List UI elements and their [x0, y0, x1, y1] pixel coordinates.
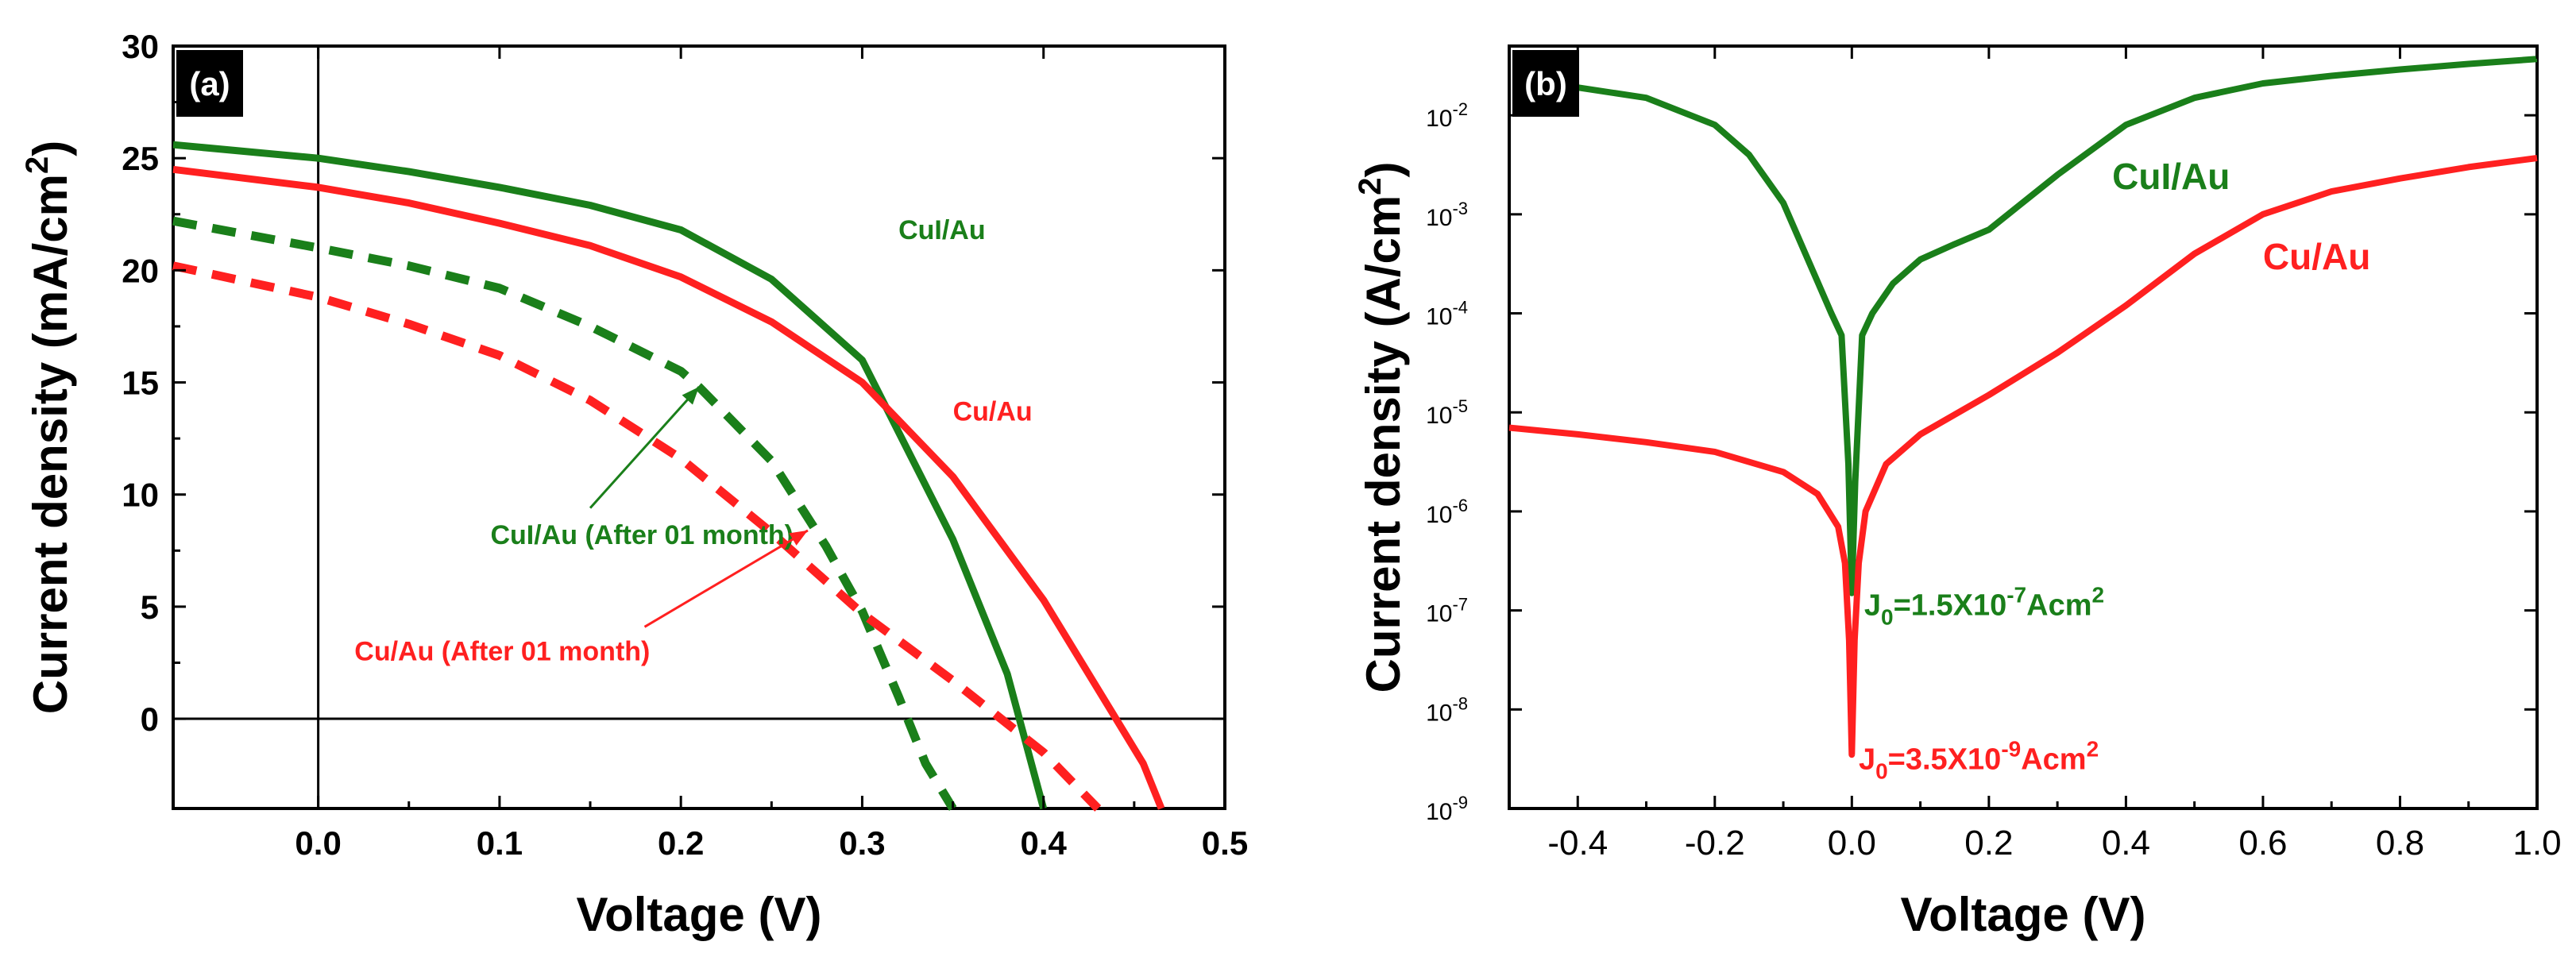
x-tick-label-a: 0.5	[1202, 824, 1248, 862]
series-line-cu-au-after-01-month	[172, 261, 1102, 812]
annotation-cui-au-after-01-month: CuI/Au (After 01 month)	[490, 520, 794, 550]
x-tick-label-a: 0.3	[839, 824, 885, 862]
x-axis-title-b: Voltage (V)	[1901, 888, 2146, 941]
y-axis-title-a: Current density (mA/cm2)	[20, 141, 77, 714]
chart-panel-a: CuI/Au Cu/Au CuI/Au (After 01 month) Cu/Au …	[20, 28, 1248, 941]
x-tick-label-b: 0.4	[2102, 824, 2150, 862]
y-tick-label-a: 0	[141, 700, 159, 738]
y-axis-title-b-tail: )	[1357, 161, 1410, 177]
annotation-arrowhead-cui-au-after-01-month	[682, 387, 699, 405]
y-axis-title-a-sup: 2	[20, 156, 55, 174]
annotation-cu-au-after-01-month: Cu/Au (After 01 month)	[354, 637, 650, 667]
y-tick-label-a: 10	[122, 477, 159, 514]
annotation-j0-9: J0=3.5X10-9Acm2	[1859, 736, 2099, 783]
y-tick-label-b: 10-8	[1426, 693, 1468, 726]
series-line-b-cu-au	[1508, 155, 2538, 758]
annotation-cui-au: CuI/Au	[898, 215, 986, 245]
annotation-arrow-cui-au-after-01-month	[589, 386, 701, 509]
y-tick-label-b: 10-5	[1426, 396, 1468, 429]
y-tick-label-b: 10-6	[1426, 496, 1468, 528]
x-tick-label-b: -0.2	[1685, 824, 1745, 862]
y-tick-label-b: 10-7	[1426, 595, 1468, 627]
chart-panel-b: CuI/Au Cu/Au J0=1.5X10-7Acm2 J0=3.5X10-9Acm…	[1353, 44, 2562, 941]
panel-label-b-box	[1512, 50, 1579, 117]
y-axis-title-b-main: Current density (A/cm	[1357, 195, 1410, 693]
annotation-arrowhead-cu-au-after-01-month	[789, 530, 808, 546]
x-tick-label-b: 0.6	[2238, 824, 2287, 862]
panel-label-a: (a)	[189, 65, 230, 102]
y-tick-label-a: 5	[141, 588, 159, 626]
series-line-b-cui-au	[1563, 56, 2538, 596]
y-tick-label-a: 25	[122, 140, 159, 177]
x-tick-label-b: -0.4	[1547, 824, 1608, 862]
annotation-cu-au: Cu/Au	[953, 397, 1033, 427]
annotation-b-cui-au: CuI/Au	[2112, 156, 2230, 197]
y-axis-title-a-main: Current density (mA/cm	[24, 174, 77, 714]
y-axis-title-b: Current density (A/cm2)	[1353, 161, 1410, 693]
panel-label-a-box	[176, 50, 243, 117]
x-tick-label-b: 0.2	[1964, 824, 2013, 862]
x-tick-label-a: 0.2	[658, 824, 704, 862]
y-tick-label-b: 10-4	[1426, 298, 1468, 330]
y-tick-label-a: 15	[122, 365, 159, 402]
annotation-b-cu-au: Cu/Au	[2263, 236, 2370, 277]
y-tick-label-b: 10-3	[1426, 199, 1468, 231]
series-line-cui-au	[172, 141, 1048, 810]
x-tick-label-b: 0.0	[1828, 824, 1876, 862]
y-axis-title-a-tail: )	[24, 141, 77, 156]
series-line-cui-au-after-01-month	[172, 216, 957, 811]
x-axis-title-a: Voltage (V)	[577, 888, 822, 941]
y-tick-label-b: 10-9	[1426, 793, 1468, 825]
y-tick-label-a: 20	[122, 252, 159, 289]
plot-frame-b	[1508, 44, 2539, 810]
annotation-j0-7: J0=1.5X10-7Acm2	[1864, 582, 2104, 629]
x-tick-label-b: 0.8	[2376, 824, 2424, 862]
plot-frame-a	[172, 44, 1226, 810]
y-axis-title-b-sup: 2	[1353, 177, 1388, 195]
y-tick-label-a: 30	[122, 28, 159, 65]
x-tick-label-a: 0.0	[295, 824, 341, 862]
x-tick-label-a: 0.4	[1021, 824, 1068, 862]
x-tick-label-b: 1.0	[2512, 824, 2561, 862]
series-line-cu-au	[172, 165, 1165, 810]
panel-label-b: (b)	[1524, 65, 1567, 102]
y-tick-label-b: 10-2	[1426, 99, 1468, 132]
x-tick-label-a: 0.1	[477, 824, 523, 862]
annotation-arrow-cu-au-after-01-month	[643, 529, 809, 628]
